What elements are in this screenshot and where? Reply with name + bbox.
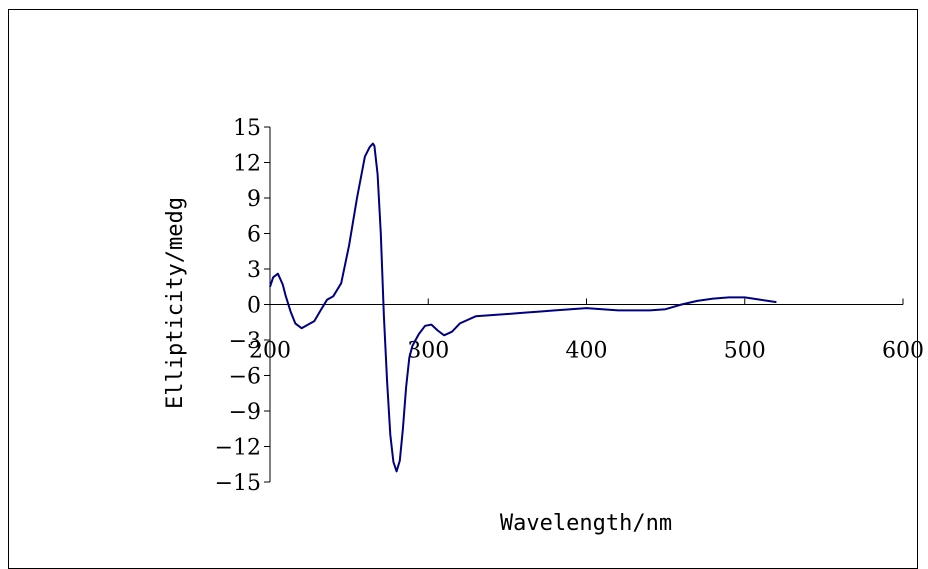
y-tick-label: −6 (229, 365, 261, 390)
series-layer (269, 142, 777, 473)
x-axis-title: Wavelength/nm (500, 511, 672, 536)
y-tick-label: 15 (233, 116, 261, 141)
y-tick-label: 9 (247, 187, 261, 212)
x-tick-label: 200 (249, 339, 291, 364)
y-tick-label: 3 (247, 258, 261, 283)
y-tick-label: 0 (247, 294, 261, 319)
y-tick-label: 12 (233, 152, 261, 177)
y-tick-label: 6 (247, 223, 261, 248)
x-tick-label: 400 (566, 339, 608, 364)
cd-spectrum-line (269, 142, 777, 473)
y-tick-label: −3 (229, 329, 261, 354)
y-tick-label: −12 (215, 436, 261, 461)
y-tick-label: −9 (229, 400, 261, 425)
x-tick-label: 500 (724, 339, 766, 364)
y-axis-title: Ellipticity/medg (163, 197, 188, 409)
y-tick-label: −15 (215, 471, 261, 496)
x-tick-label: 600 (882, 339, 924, 364)
